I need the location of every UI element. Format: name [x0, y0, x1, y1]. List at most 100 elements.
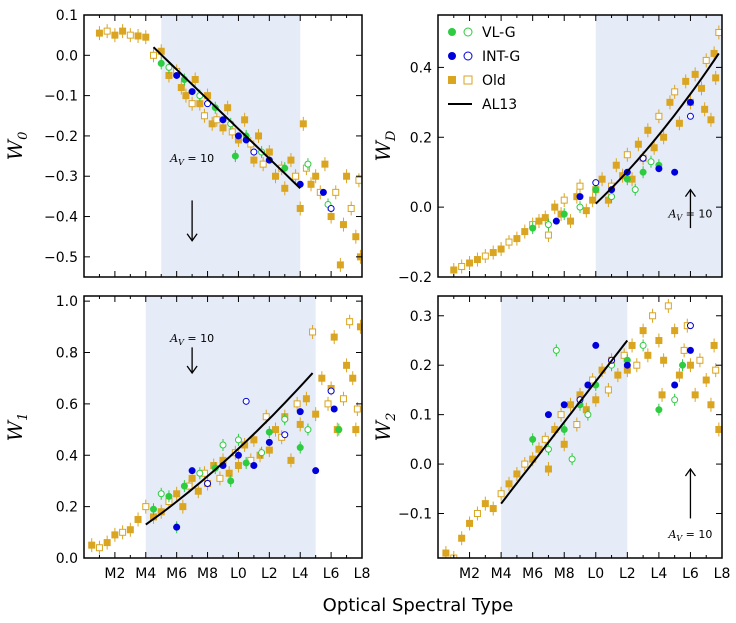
old-point	[318, 374, 326, 382]
y-tick-label: −0.2	[398, 270, 432, 286]
old-point	[194, 487, 202, 495]
old-point	[671, 327, 679, 335]
old-point	[332, 188, 340, 196]
old-point	[296, 420, 304, 428]
y-tick-label: 0.2	[410, 358, 432, 374]
vlg-point	[335, 426, 343, 434]
intg-point	[204, 100, 212, 108]
old-point	[134, 32, 142, 40]
fit-line-al13	[145, 372, 314, 526]
plot-area	[88, 296, 362, 558]
vlg-point	[296, 444, 304, 452]
old-point	[675, 371, 683, 379]
vlg-point	[639, 341, 647, 349]
vlg-point	[529, 435, 537, 443]
old-point	[623, 151, 631, 159]
old-point	[307, 180, 315, 188]
old-point	[250, 436, 258, 444]
old-point	[466, 259, 474, 267]
y-tick-label: 0.0	[56, 48, 78, 64]
old-point	[710, 341, 718, 349]
old-point	[324, 400, 332, 408]
old-point	[551, 203, 559, 211]
old-point	[682, 77, 690, 85]
x-tick-label: M6	[522, 566, 543, 582]
old-point	[339, 395, 347, 403]
old-point	[177, 84, 185, 92]
old-point	[352, 426, 360, 434]
intg-point	[188, 467, 196, 475]
old-point	[293, 400, 301, 408]
intg-point	[188, 88, 196, 96]
old-point	[567, 217, 575, 225]
y-axis-label: W1	[3, 413, 31, 442]
old-point	[497, 490, 505, 498]
old-point	[126, 526, 134, 534]
legend-label: AL13	[482, 97, 517, 113]
y-tick-label: 0.0	[56, 551, 78, 567]
old-point	[272, 172, 280, 180]
old-point	[544, 231, 552, 239]
y-tick-label: −0.1	[44, 89, 78, 105]
old-point	[224, 104, 232, 112]
old-point	[573, 421, 581, 429]
annotation-text: = 10	[682, 528, 712, 541]
intg-point	[312, 467, 320, 475]
old-point	[473, 510, 481, 518]
y-axis-label: W0	[3, 132, 31, 161]
x-tick-label: M8	[197, 566, 218, 582]
intg-point	[281, 431, 289, 439]
old-point	[544, 465, 552, 473]
y-axis-label-sub: 2	[384, 413, 399, 422]
annotation-main: A	[667, 528, 676, 541]
old-point	[567, 401, 575, 409]
old-point	[234, 462, 242, 470]
y-axis-label-sub: 1	[16, 413, 31, 421]
y-tick-label: 0.1	[410, 408, 432, 424]
old-point	[142, 33, 150, 41]
old-point	[686, 361, 694, 369]
old-point	[666, 98, 674, 106]
old-point	[88, 541, 96, 549]
old-point	[458, 263, 466, 271]
old-point	[560, 196, 568, 204]
old-point	[302, 395, 310, 403]
old-point	[634, 140, 642, 148]
extinction-annotation: AV = 10	[667, 528, 712, 543]
old-point	[655, 112, 663, 120]
extinction-arrowhead	[186, 365, 198, 375]
old-point	[182, 92, 190, 100]
intg-point	[242, 397, 250, 405]
vlg-point	[231, 152, 239, 160]
vlg-point	[180, 482, 188, 490]
intg-point	[204, 480, 212, 488]
old-point	[644, 126, 652, 134]
old-point	[633, 361, 641, 369]
y-axis-label: WD	[371, 130, 399, 162]
vlg-point	[679, 361, 687, 369]
old-point	[134, 515, 142, 523]
old-point	[312, 172, 320, 180]
legend-label: INT-G	[482, 49, 520, 65]
y-tick-label: 0.0	[410, 200, 432, 216]
old-point	[592, 396, 600, 404]
intg-point	[219, 116, 227, 124]
old-point	[225, 469, 233, 477]
old-point	[658, 391, 666, 399]
old-point	[521, 460, 529, 468]
x-axis-label: Optical Spectral Type	[323, 595, 514, 616]
fit-line-al13	[152, 46, 301, 190]
intg-point	[671, 168, 679, 176]
y-tick-label: −0.1	[398, 507, 432, 523]
intg-point	[296, 408, 304, 416]
vlg-point	[584, 411, 592, 419]
intg-point	[327, 387, 335, 395]
x-tick-label: M4	[135, 566, 156, 582]
vlg-point	[281, 415, 289, 423]
y-axis-label: W2	[371, 413, 399, 442]
old-point	[95, 544, 103, 552]
y-axis-label-main: W	[3, 419, 27, 441]
old-point	[330, 333, 338, 341]
old-point	[707, 116, 715, 124]
vlg-point	[608, 193, 616, 201]
